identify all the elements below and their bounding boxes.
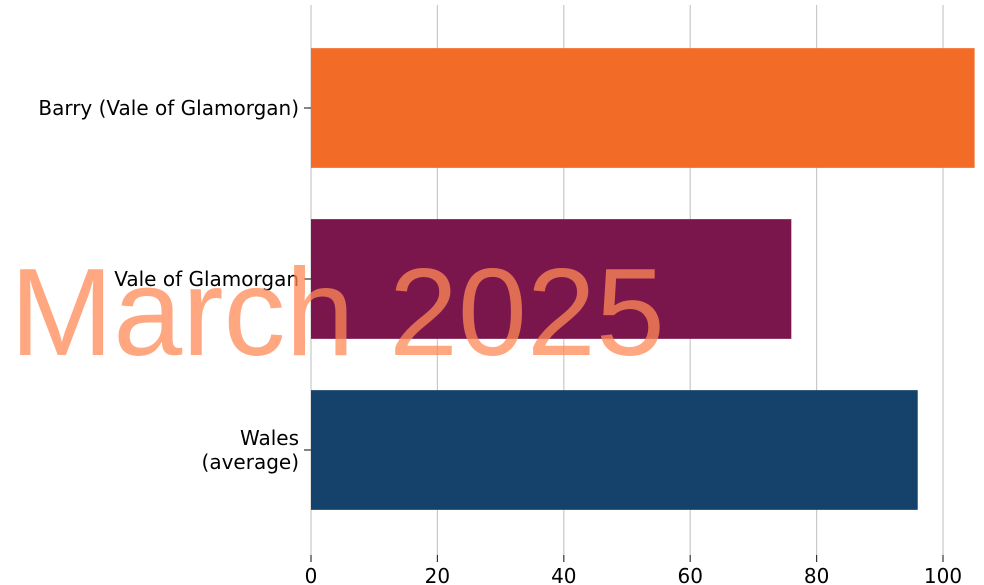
x-tick-label: 20 [425, 564, 450, 585]
watermark: March 2025 [10, 244, 665, 382]
y-tick-label: Vale of Glamorgan [114, 267, 299, 291]
bar [311, 219, 792, 339]
y-tick-label: Barry (Vale of Glamorgan) [38, 96, 299, 120]
bar [311, 390, 918, 510]
y-tick-label: Wales (average) [202, 426, 299, 474]
x-tick-label: 80 [804, 564, 829, 585]
x-tick-label: 0 [305, 564, 318, 585]
x-tick-label: 60 [677, 564, 702, 585]
x-tick-label: 100 [924, 564, 962, 585]
x-tick-label: 40 [551, 564, 576, 585]
bar [311, 48, 975, 168]
